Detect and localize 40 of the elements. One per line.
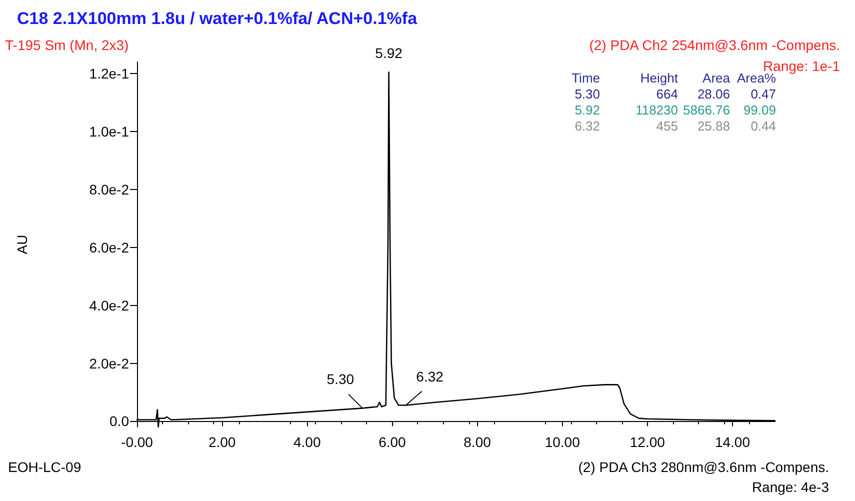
y-tick-label: 0.0 — [110, 413, 130, 430]
y-tick-label: 6.0e-2 — [89, 239, 130, 256]
text: (2) PDA Ch2 254nm@3.6nm -Compens. — [589, 37, 840, 53]
annotation: 664 — [656, 86, 678, 102]
x-tick-label: 10.00 — [544, 434, 580, 450]
y-tick-label: 4.0e-2 — [89, 297, 130, 314]
y-tick-label: 8.0e-2 — [89, 181, 130, 198]
text: EOH-LC-09 — [8, 459, 82, 475]
y-axis-title: AU — [14, 234, 30, 254]
x-tick-label: 6.00 — [378, 434, 406, 450]
text: (2) PDA Ch3 280nm@3.6nm -Compens. — [578, 459, 829, 475]
annotation: 28.06 — [697, 86, 730, 102]
annotation: Height — [640, 70, 678, 86]
chart-subtitle: T-195 Sm (Mn, 2x3) — [5, 37, 129, 53]
y-tick-label: 2.0e-2 — [89, 355, 130, 372]
x-tick-label: 4.00 — [294, 434, 321, 450]
annotation: 455 — [656, 118, 678, 134]
annotation: 5.30 — [326, 371, 354, 388]
x-tick-label: 2.00 — [208, 434, 236, 450]
text: Range: 4e-3 — [752, 479, 830, 495]
x-tick-label: 12.00 — [630, 434, 666, 450]
annotation: 118230 — [636, 102, 678, 118]
x-tick-label: 14.00 — [714, 434, 750, 450]
annotation: 6.32 — [574, 118, 600, 134]
annotation: 6.32 — [416, 368, 444, 384]
annotation: 0.47 — [750, 86, 776, 102]
annotation: 5866.76 — [683, 102, 730, 118]
annotation: 25.88 — [697, 118, 730, 134]
annotation: Time — [572, 70, 600, 86]
chart-title: C18 2.1X100mm 1.8u / water+0.1%fa/ ACN+0.1%fa — [17, 9, 418, 28]
x-tick-label: -0.00 — [121, 434, 154, 450]
annotation: 5.30 — [574, 86, 600, 102]
annotation: 0.44 — [750, 118, 776, 134]
x-tick-label: 8.00 — [464, 434, 492, 450]
annotation: 5.92 — [574, 102, 600, 118]
y-tick-label: 1.2e-1 — [89, 66, 130, 82]
annotation: Area — [702, 70, 731, 86]
annotation: 5.92 — [375, 45, 403, 62]
annotation: 99.09 — [743, 102, 776, 118]
y-tick-label: 1.0e-1 — [89, 124, 130, 140]
